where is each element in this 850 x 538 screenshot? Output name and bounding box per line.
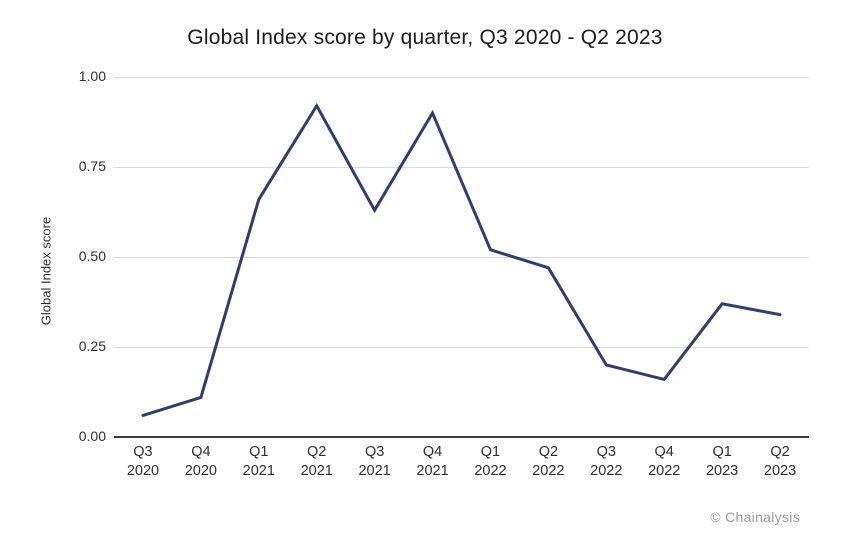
x-tick-label-line: Q2 (307, 444, 327, 460)
x-axis-line (114, 436, 809, 438)
x-tick-label-line: Q1 (480, 444, 501, 460)
x-tick-label-line: Q1 (249, 444, 269, 460)
x-tick-label: Q1 2022 (462, 443, 520, 481)
y-axis-title: Global Index score (38, 216, 54, 326)
x-tick-label-line: 2021 (300, 463, 333, 479)
index-score-line (141, 102, 782, 417)
x-tick-label: Q3 2022 (577, 443, 635, 481)
x-tick-label-line: 2023 (763, 463, 797, 479)
x-tick-label-line: Q1 (712, 444, 732, 460)
x-tick-label: Q4 2022 (635, 443, 693, 481)
x-tick-label-line: Q2 (538, 444, 559, 460)
x-tick-label: Q4 2020 (172, 443, 230, 481)
x-tick-label-line: Q3 (364, 444, 385, 460)
x-tick-label: Q2 2021 (288, 443, 346, 481)
copyright-credit: © Chainalysis (710, 509, 800, 525)
x-tick-label-line: Q3 (596, 444, 616, 460)
x-tick-label-line: Q4 (422, 444, 443, 460)
x-tick-label: Q2 2023 (751, 443, 809, 481)
x-tick-label-line: 2022 (532, 463, 565, 479)
x-tick-label-line: Q4 (191, 444, 211, 460)
x-tick-label-line: 2021 (416, 463, 449, 479)
grid-line (114, 256, 809, 258)
plot-area (114, 76, 809, 438)
x-tick-label: Q1 2021 (230, 443, 288, 481)
line-chart-canvas (141, 102, 782, 417)
x-tick-label-line: 2020 (126, 463, 160, 479)
x-tick-label-line: 2022 (590, 463, 623, 479)
x-tick-label-line: 2022 (474, 463, 507, 479)
grid-line (114, 76, 809, 78)
x-tick-label-line: Q3 (133, 444, 153, 460)
x-tick-label-line: 2022 (648, 463, 681, 479)
x-tick-label: Q3 2021 (346, 443, 404, 481)
y-tick-label: 0.50 (78, 248, 106, 264)
grid-line (114, 166, 809, 168)
x-tick-label: Q2 2022 (519, 443, 577, 481)
x-tick-label: Q4 2021 (404, 443, 462, 481)
chart-title: Global Index score by quarter, Q3 2020 -… (187, 26, 663, 49)
x-tick-label: Q3 2020 (114, 443, 172, 481)
x-tick-label-line: Q4 (654, 444, 674, 460)
grid-line (114, 346, 809, 348)
x-tick-label-line: 2020 (184, 463, 217, 479)
y-tick-label: 0.00 (78, 428, 106, 444)
x-tick-label-line: 2023 (705, 463, 739, 479)
x-tick-label-line: Q2 (770, 444, 790, 460)
y-tick-label: 1.00 (78, 68, 106, 84)
y-tick-label: 0.25 (78, 338, 106, 354)
x-tick-label: Q1 2023 (693, 443, 751, 481)
y-tick-label: 0.75 (78, 158, 106, 174)
x-tick-label-line: 2021 (242, 463, 275, 479)
x-tick-label-line: 2021 (358, 463, 391, 479)
